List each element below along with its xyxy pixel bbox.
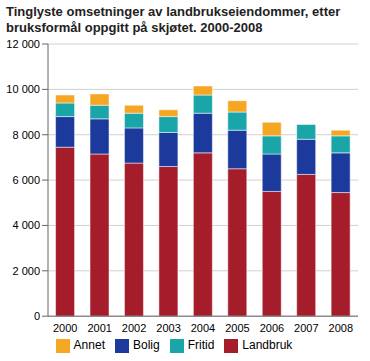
svg-text:2002: 2002 <box>122 322 146 334</box>
svg-text:2008: 2008 <box>329 322 353 334</box>
svg-text:12 000: 12 000 <box>8 38 40 50</box>
html-text:Landbruk: Landbruk <box>242 338 293 353</box>
svg-text:2003: 2003 <box>156 322 180 334</box>
svg-text:2 000: 2 000 <box>12 265 40 277</box>
svg-text:4 000: 4 000 <box>12 219 40 231</box>
svg-text:6 000: 6 000 <box>12 174 40 186</box>
html-text:Bolig: Bolig <box>133 338 160 353</box>
svg-text:2001: 2001 <box>87 322 111 334</box>
html-text:Fritid: Fritid <box>187 338 215 353</box>
svg-text:2004: 2004 <box>191 322 215 334</box>
svg-text:2007: 2007 <box>294 322 318 334</box>
svg-text:2000: 2000 <box>53 322 77 334</box>
html-text:Annet: Annet <box>73 338 105 353</box>
svg-text:10 000: 10 000 <box>8 83 40 95</box>
html-text:Tinglyste omsetninger av landb: Tinglyste omsetninger av landbrukseiendo… <box>6 4 341 35</box>
svg-text:0: 0 <box>34 310 40 322</box>
svg-text:8 000: 8 000 <box>12 129 40 141</box>
svg-text:2006: 2006 <box>260 322 284 334</box>
svg-text:2005: 2005 <box>225 322 249 334</box>
